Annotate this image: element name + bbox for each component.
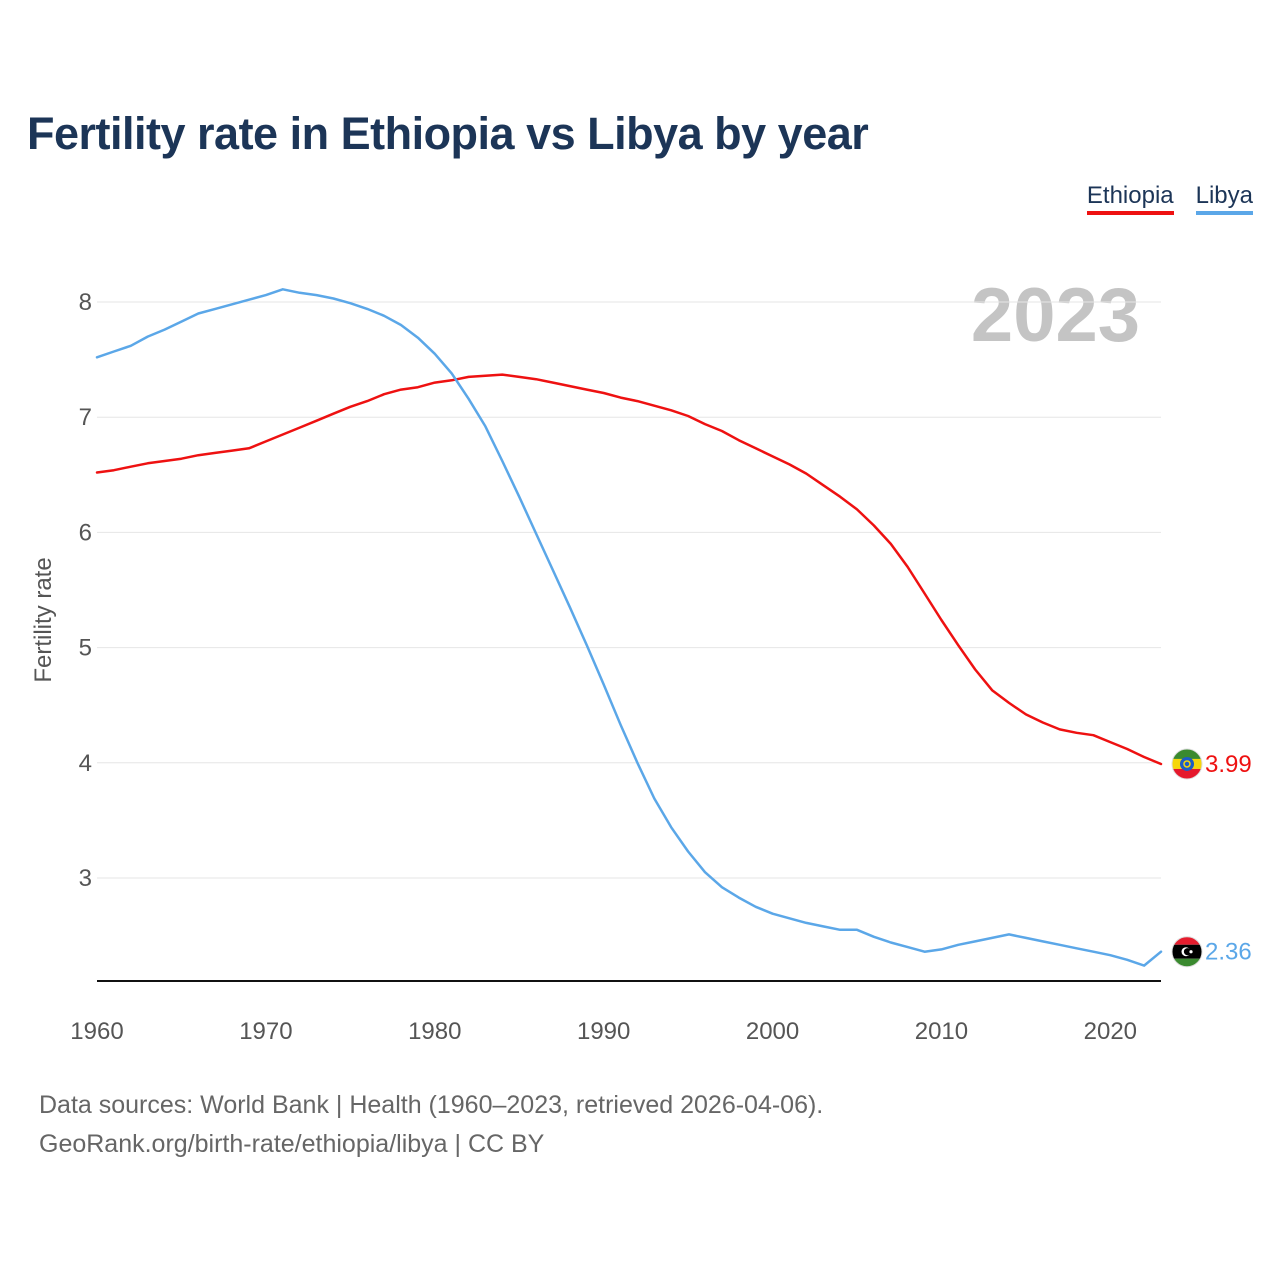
footer: Data sources: World Bank | Health (1960–… [39,1086,823,1164]
y-axis-label: Fertility rate [30,557,57,682]
end-label-ethiopia: 3.99 [1205,751,1252,778]
end-label-libya: 2.36 [1205,939,1252,966]
y-tick-label: 7 [79,404,92,431]
libya-flag-icon [1171,936,1203,968]
series-line-libya[interactable] [95,288,1163,967]
year-watermark: 2023 [971,273,1140,358]
legend: Ethiopia Libya [1086,182,1253,215]
credit-link[interactable]: GeoRank.org/birth-rate/ethiopia/libya | … [39,1130,545,1158]
x-tick-label: 2010 [915,1018,968,1045]
x-tick-label: 1980 [408,1018,461,1045]
x-tick-label: 2000 [746,1018,799,1045]
data-sources: Data sources: World Bank | Health (1960–… [39,1091,824,1119]
x-tick-label: 1970 [239,1018,292,1045]
y-tick-label: 4 [79,750,92,777]
series-line-ethiopia[interactable] [95,373,1163,766]
x-tick-label: 1960 [70,1018,123,1045]
x-tick-label: 2020 [1084,1018,1137,1045]
y-tick-label: 8 [79,289,92,316]
y-tick-label: 3 [79,865,92,892]
y-tick-label: 5 [79,635,92,662]
ethiopia-flag-icon [1171,748,1203,780]
legend-item-ethiopia[interactable]: Ethiopia [1086,182,1174,215]
y-tick-label: 6 [79,519,92,546]
chart-title: Fertility rate in Ethiopia vs Libya by y… [27,108,869,159]
x-tick-label: 1990 [577,1018,630,1045]
legend-item-libya[interactable]: Libya [1195,182,1253,215]
